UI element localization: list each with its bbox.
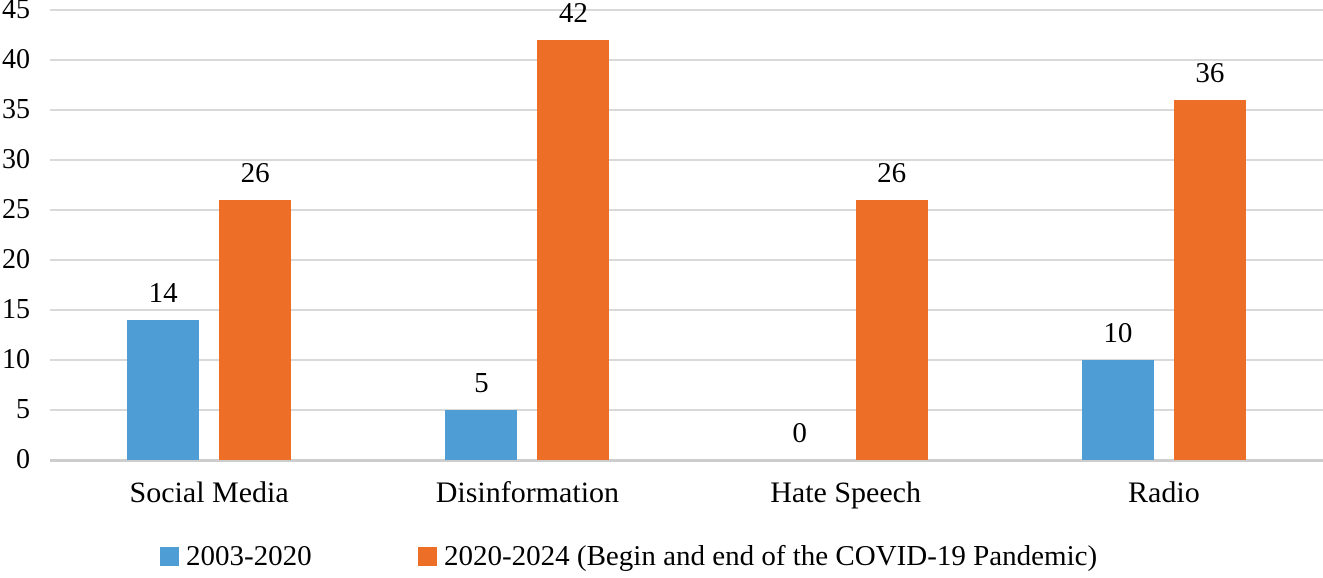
- gridline: [50, 159, 1323, 161]
- value-label: 14: [148, 277, 178, 309]
- value-label: 5: [474, 367, 489, 399]
- legend-swatch-icon: [418, 546, 437, 566]
- category-label-hate-speech: Hate Speech: [770, 476, 921, 509]
- y-tick-label: 40: [2, 44, 30, 75]
- bar-2003-2020-disinformation: [445, 410, 518, 460]
- category-label-disinformation: Disinformation: [435, 476, 620, 509]
- y-tick-label: 0: [16, 444, 30, 475]
- legend-label: 2020-2024 (Begin and end of the COVID-19…: [444, 539, 1098, 572]
- bar-2020-2024-hate-speech: [855, 200, 928, 460]
- gridline: [50, 109, 1323, 111]
- bar-2020-2024-social-media: [219, 200, 292, 460]
- y-tick-label: 10: [2, 344, 30, 375]
- value-label: 36: [1195, 57, 1225, 89]
- bar-2020-2024-radio: [1173, 100, 1246, 460]
- value-label: 0: [792, 417, 807, 449]
- y-tick-label: 45: [2, 0, 30, 25]
- gridline: [50, 309, 1323, 311]
- gridline: [50, 359, 1323, 361]
- legend-swatch-icon: [160, 546, 179, 566]
- gridline: [50, 59, 1323, 61]
- bar-2003-2020-social-media: [127, 320, 200, 460]
- x-axis-baseline: [50, 459, 1323, 462]
- value-label: 26: [877, 157, 907, 189]
- y-tick-label: 35: [2, 94, 30, 125]
- y-tick-label: 25: [2, 194, 30, 225]
- value-label: 10: [1103, 317, 1133, 349]
- plot-area: 14 26 5 42 0 26 10 36: [50, 0, 1323, 462]
- category-label-social-media: Social Media: [129, 476, 289, 509]
- value-label: 26: [240, 157, 270, 189]
- gridline: [50, 409, 1323, 411]
- gridline: [50, 209, 1323, 211]
- y-tick-label: 20: [2, 244, 30, 275]
- gridline: [50, 9, 1323, 11]
- value-label: 42: [558, 0, 588, 29]
- gridline: [50, 259, 1323, 261]
- legend-item-2: 2020-2024 (Begin and end of the COVID-19…: [418, 538, 1097, 574]
- y-tick-label: 15: [2, 294, 30, 325]
- category-label-radio: Radio: [1128, 476, 1200, 509]
- bar-2020-2024-disinformation: [537, 40, 610, 460]
- legend-item-1: 2003-2020: [160, 538, 312, 574]
- legend-label: 2003-2020: [186, 539, 312, 572]
- y-tick-label: 5: [16, 394, 30, 425]
- bar-2003-2020-radio: [1081, 360, 1154, 460]
- y-tick-label: 30: [2, 144, 30, 175]
